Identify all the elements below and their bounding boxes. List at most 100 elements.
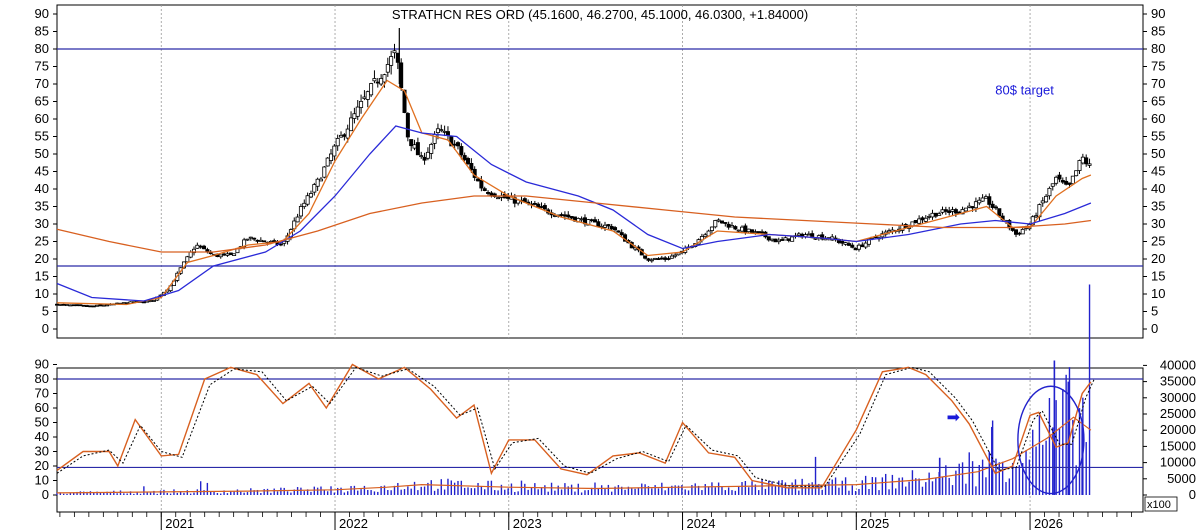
candle-body (405, 113, 410, 138)
y-tick-label-left: 70 (35, 76, 49, 91)
volume-average-line (56, 416, 1092, 494)
candle-body (75, 304, 80, 307)
osc-tick-label: 0 (42, 487, 49, 502)
candle-body (846, 243, 851, 246)
y-tick-label-right: 90 (1151, 6, 1165, 21)
candle-body (950, 209, 955, 212)
candle-body (185, 256, 190, 263)
candle-body (927, 215, 932, 218)
candle-body (796, 233, 801, 236)
osc-tick-label: 10 (35, 473, 49, 488)
x-tick-label: 2022 (339, 516, 368, 531)
candle-body (98, 304, 103, 307)
candle-body (81, 304, 86, 307)
candle-body (536, 203, 541, 208)
candle-body (770, 238, 775, 241)
candle-body (746, 228, 751, 233)
candle-body (579, 218, 584, 221)
y-tick-label-right: 85 (1151, 24, 1165, 39)
candle-body (913, 219, 918, 223)
candle-body (359, 100, 364, 108)
signal-line (56, 366, 1095, 487)
candle-body (105, 304, 110, 307)
candle-body (85, 305, 90, 307)
candle-body (963, 207, 968, 212)
candle-body (462, 155, 467, 161)
candle-body (933, 212, 938, 217)
volume-tick-label: 5000 (1167, 471, 1196, 486)
osc-tick-label: 80 (35, 371, 49, 386)
arrow-icon: ➡ (947, 408, 960, 427)
candle-body (997, 208, 1002, 217)
candle-body (703, 234, 708, 238)
y-tick-label-right: 45 (1151, 164, 1165, 179)
candle-body (539, 206, 544, 208)
candle-body (653, 257, 658, 260)
y-tick-label-right: 75 (1151, 59, 1165, 74)
candle-body (415, 142, 420, 156)
candle-body (1077, 160, 1082, 171)
target-annotation: 80$ target (995, 83, 1054, 98)
candle-body (1054, 176, 1059, 184)
y-tick-label-right: 5 (1151, 304, 1158, 319)
candle-body (666, 258, 671, 260)
candle-body (643, 255, 648, 259)
candle-body (646, 258, 651, 261)
candle-body (329, 153, 334, 161)
candle-body (616, 230, 621, 233)
candle-body (55, 303, 60, 306)
y-tick-label-right: 65 (1151, 94, 1165, 109)
candle-body (609, 226, 614, 230)
candle-body (856, 244, 861, 250)
candle-body (298, 206, 303, 217)
candle-body (676, 252, 681, 256)
candle-body (439, 129, 444, 132)
candle-body (392, 50, 397, 54)
candle-body (151, 300, 156, 302)
candle-body (68, 304, 73, 307)
candle-body (603, 224, 608, 228)
y-tick-label-right: 80 (1151, 41, 1165, 56)
candle-body (990, 203, 995, 208)
y-tick-label-left: 40 (35, 181, 49, 196)
candle-body (736, 229, 741, 232)
candle-body (766, 236, 771, 241)
candle-body (743, 225, 748, 233)
candle-body (459, 146, 464, 156)
candle-body (402, 89, 407, 113)
candle-body (278, 243, 283, 246)
candle-body (673, 254, 678, 257)
candle-body (1010, 227, 1015, 231)
candle-body (476, 178, 481, 182)
y-tick-label-right: 25 (1151, 234, 1165, 249)
y-tick-label-right: 70 (1151, 76, 1165, 91)
candle-body (332, 145, 337, 157)
candle-body (302, 202, 307, 208)
candle-body (429, 144, 434, 154)
candle-body (101, 304, 106, 307)
candle-body (78, 304, 83, 307)
y-tick-label-right: 10 (1151, 286, 1165, 301)
candle-body (613, 227, 618, 231)
candle-body (489, 192, 494, 196)
y-tick-label-left: 5 (42, 304, 49, 319)
y-tick-label-right: 0 (1151, 321, 1158, 336)
candle-body (937, 213, 942, 216)
osc-tick-label: 50 (35, 415, 49, 430)
candle-body (422, 156, 427, 161)
x-tick-label: 2021 (165, 516, 194, 531)
y-tick-label-left: 75 (35, 59, 49, 74)
candle-body (375, 81, 380, 84)
candle-body (750, 229, 755, 233)
candle-body (843, 242, 848, 245)
candle-body (349, 117, 354, 132)
candle-body (372, 78, 377, 82)
candle-body (95, 304, 100, 307)
candle-body (586, 219, 591, 226)
candle-body (806, 233, 811, 236)
x-tick-label: 2025 (860, 516, 889, 531)
candle-body (723, 222, 728, 224)
candle-body (379, 78, 384, 85)
